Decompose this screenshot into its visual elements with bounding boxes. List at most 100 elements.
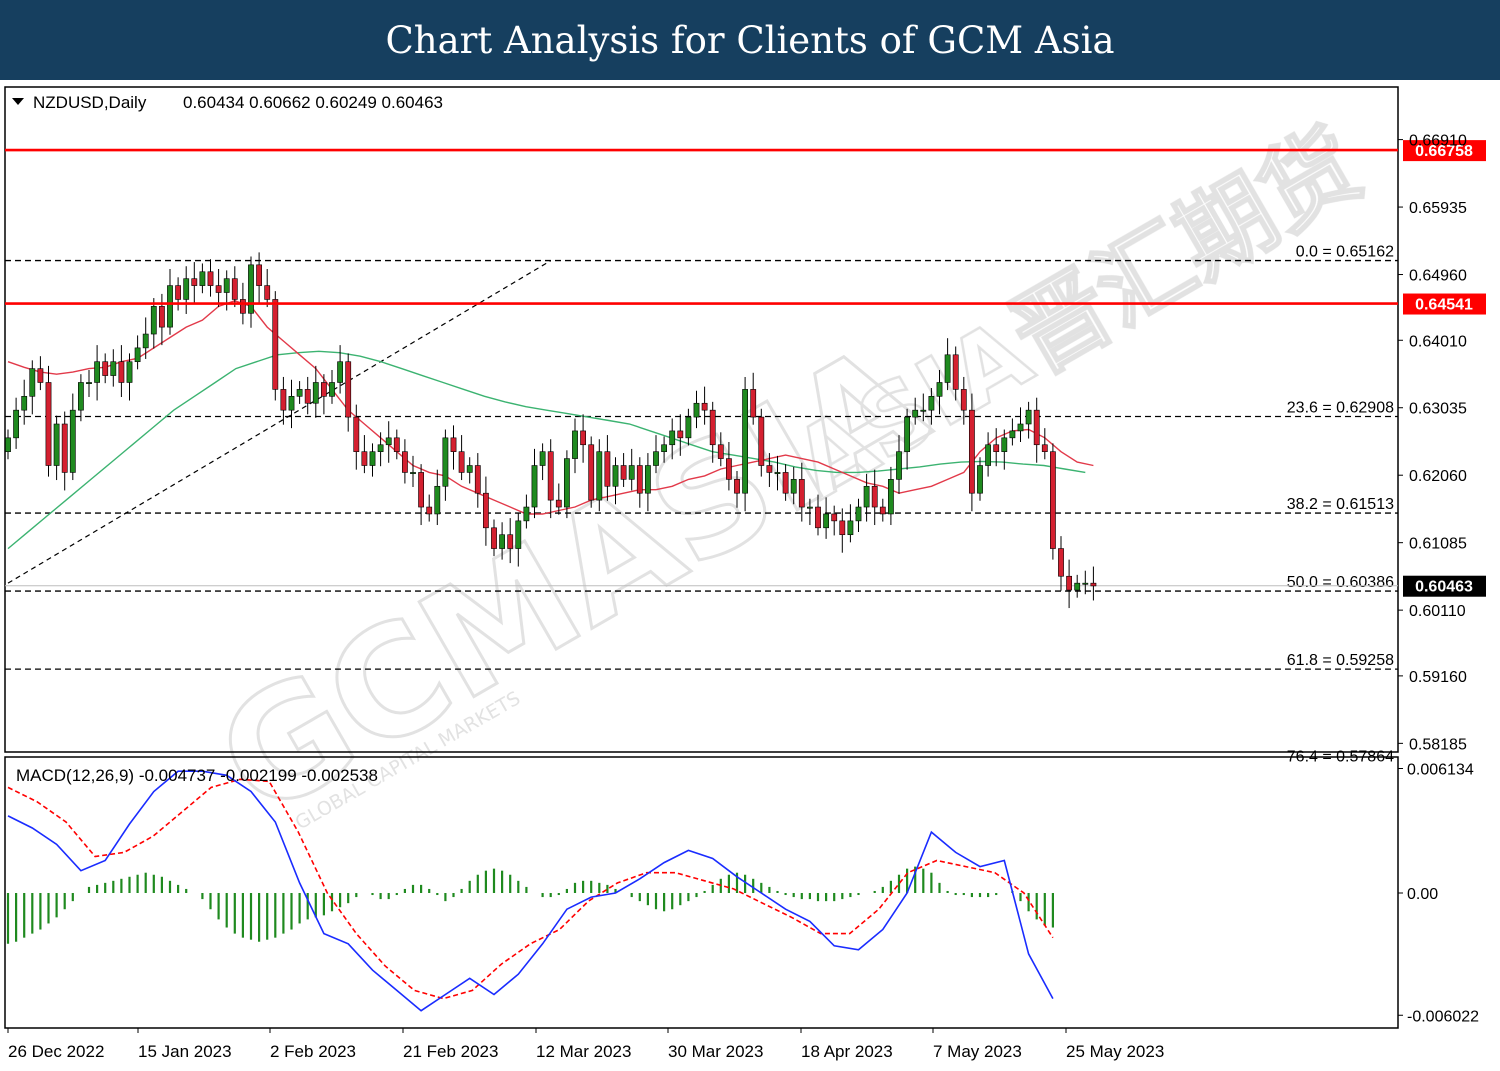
fib-label-4: 61.8 = 0.59258 <box>1287 652 1394 669</box>
candle-body-123 <box>1001 437 1008 452</box>
chart-banner: Chart Analysis for Clients of GCM Asia <box>0 0 1500 80</box>
candle-body-104 <box>847 520 854 536</box>
candle-body-134 <box>1090 582 1097 587</box>
header-dropdown-icon[interactable] <box>12 98 24 105</box>
candle-body-74 <box>604 451 611 487</box>
candle-body-32 <box>264 285 271 300</box>
candle-body-47 <box>385 437 392 446</box>
candle-body-0 <box>5 437 11 452</box>
candle-body-54 <box>442 437 449 487</box>
candle-body-82 <box>669 430 676 446</box>
price-tick-0: 0.66910 <box>1409 133 1467 150</box>
date-tick-1: 15 Jan 2023 <box>138 1042 232 1061</box>
candle-body-2 <box>21 396 28 411</box>
hline-label-bg-0 <box>1403 140 1486 162</box>
candle-body-41 <box>337 361 343 383</box>
candlesticks <box>5 252 1097 609</box>
candle-body-101 <box>823 513 829 529</box>
candle-body-94 <box>766 465 773 473</box>
fib-label-5: 76.4 = 0.57864 <box>1287 749 1394 766</box>
candle-body-129 <box>1050 451 1056 549</box>
fib-label-2: 38.2 = 0.61513 <box>1287 496 1394 513</box>
candle-body-69 <box>563 458 570 508</box>
current-price-label: 0.60463 <box>1415 579 1473 596</box>
candle-body-122 <box>993 444 1000 452</box>
price-tick-7: 0.60110 <box>1409 603 1466 620</box>
date-tick-5: 30 Mar 2023 <box>668 1042 763 1061</box>
candle-body-103 <box>839 520 846 536</box>
current-price-bg <box>1403 575 1486 597</box>
candle-body-7 <box>61 423 68 473</box>
candle-body-19 <box>159 306 165 328</box>
macd-tick-2: -0.006022 <box>1407 1008 1479 1025</box>
horizontal-lines: 0.66758 0.64541 <box>5 140 1486 315</box>
candle-body-4 <box>37 368 44 383</box>
candle-body-34 <box>280 389 287 411</box>
candle-body-8 <box>69 409 76 473</box>
price-tick-1: 0.65935 <box>1409 200 1467 217</box>
candle-body-72 <box>588 444 595 501</box>
candle-body-59 <box>482 492 489 529</box>
macd-lines <box>7 770 1054 1012</box>
price-tick-3: 0.64010 <box>1409 333 1467 350</box>
macd-main-line <box>7 770 1054 1012</box>
candle-body-111 <box>904 416 910 452</box>
candle-body-56 <box>458 451 465 473</box>
candle-body-49 <box>401 451 408 473</box>
fib-label-1: 23.6 = 0.62908 <box>1287 400 1394 417</box>
chart-symbol: NZDUSD,Daily <box>33 93 147 112</box>
candle-body-60 <box>491 527 497 549</box>
candle-body-50 <box>410 472 416 474</box>
candle-body-119 <box>968 409 975 494</box>
candle-body-107 <box>871 485 878 508</box>
candle-body-22 <box>183 278 190 300</box>
candle-body-133 <box>1082 582 1089 585</box>
macd-histogram <box>6 866 1055 944</box>
candle-body-115 <box>936 382 943 397</box>
candle-body-84 <box>685 416 692 439</box>
hline-label-0: 0.66758 <box>1415 143 1473 160</box>
candle-body-30 <box>248 264 254 314</box>
candle-body-36 <box>296 389 303 397</box>
candle-body-125 <box>1017 423 1024 432</box>
candle-body-112 <box>912 409 919 418</box>
candle-body-95 <box>774 472 781 474</box>
candle-body-18 <box>150 306 157 335</box>
candle-body-87 <box>709 409 716 446</box>
candle-body-127 <box>1033 409 1040 446</box>
price-axis: 0.66910 0.65935 0.64960 0.64010 0.63035 0.620… <box>1398 133 1486 753</box>
candle-body-73 <box>596 451 603 501</box>
candle-body-113 <box>920 409 927 412</box>
date-tick-0: 26 Dec 2022 <box>8 1042 104 1061</box>
fibonacci-levels: 0.0 = 0.65162 23.6 = 0.62908 38.2 = 0.6151… <box>5 244 1398 766</box>
candle-body-20 <box>167 285 173 328</box>
date-tick-7: 7 May 2023 <box>933 1042 1022 1061</box>
candle-body-62 <box>507 534 514 549</box>
price-tick-2: 0.64960 <box>1409 268 1467 285</box>
candle-body-55 <box>450 437 457 452</box>
hline-label-bg-1 <box>1403 293 1486 315</box>
chart-canvas[interactable]: GCMASIA GLOBAL CAPITAL MARKETS ASIA晋汇期货 … <box>0 80 1500 1071</box>
candle-body-116 <box>944 354 951 383</box>
candle-body-68 <box>555 499 562 508</box>
macd-tick-1: 0.00 <box>1407 886 1438 903</box>
candle-body-126 <box>1025 409 1032 425</box>
candle-body-124 <box>1009 430 1016 439</box>
candle-body-33 <box>272 299 279 390</box>
candle-body-96 <box>782 472 789 494</box>
date-tick-3: 21 Feb 2023 <box>403 1042 498 1061</box>
candle-body-102 <box>831 513 838 522</box>
candle-body-21 <box>175 285 181 300</box>
candle-body-128 <box>1041 444 1048 452</box>
candle-body-11 <box>94 361 100 383</box>
candle-body-67 <box>547 451 554 501</box>
candle-body-100 <box>815 506 821 529</box>
candle-body-93 <box>758 416 765 466</box>
candle-body-81 <box>661 444 667 452</box>
candle-body-29 <box>240 299 246 314</box>
candle-body-88 <box>717 444 724 459</box>
candle-body-75 <box>612 465 619 487</box>
date-tick-4: 12 Mar 2023 <box>536 1042 631 1061</box>
candle-body-65 <box>531 465 538 508</box>
candle-body-15 <box>126 361 133 383</box>
